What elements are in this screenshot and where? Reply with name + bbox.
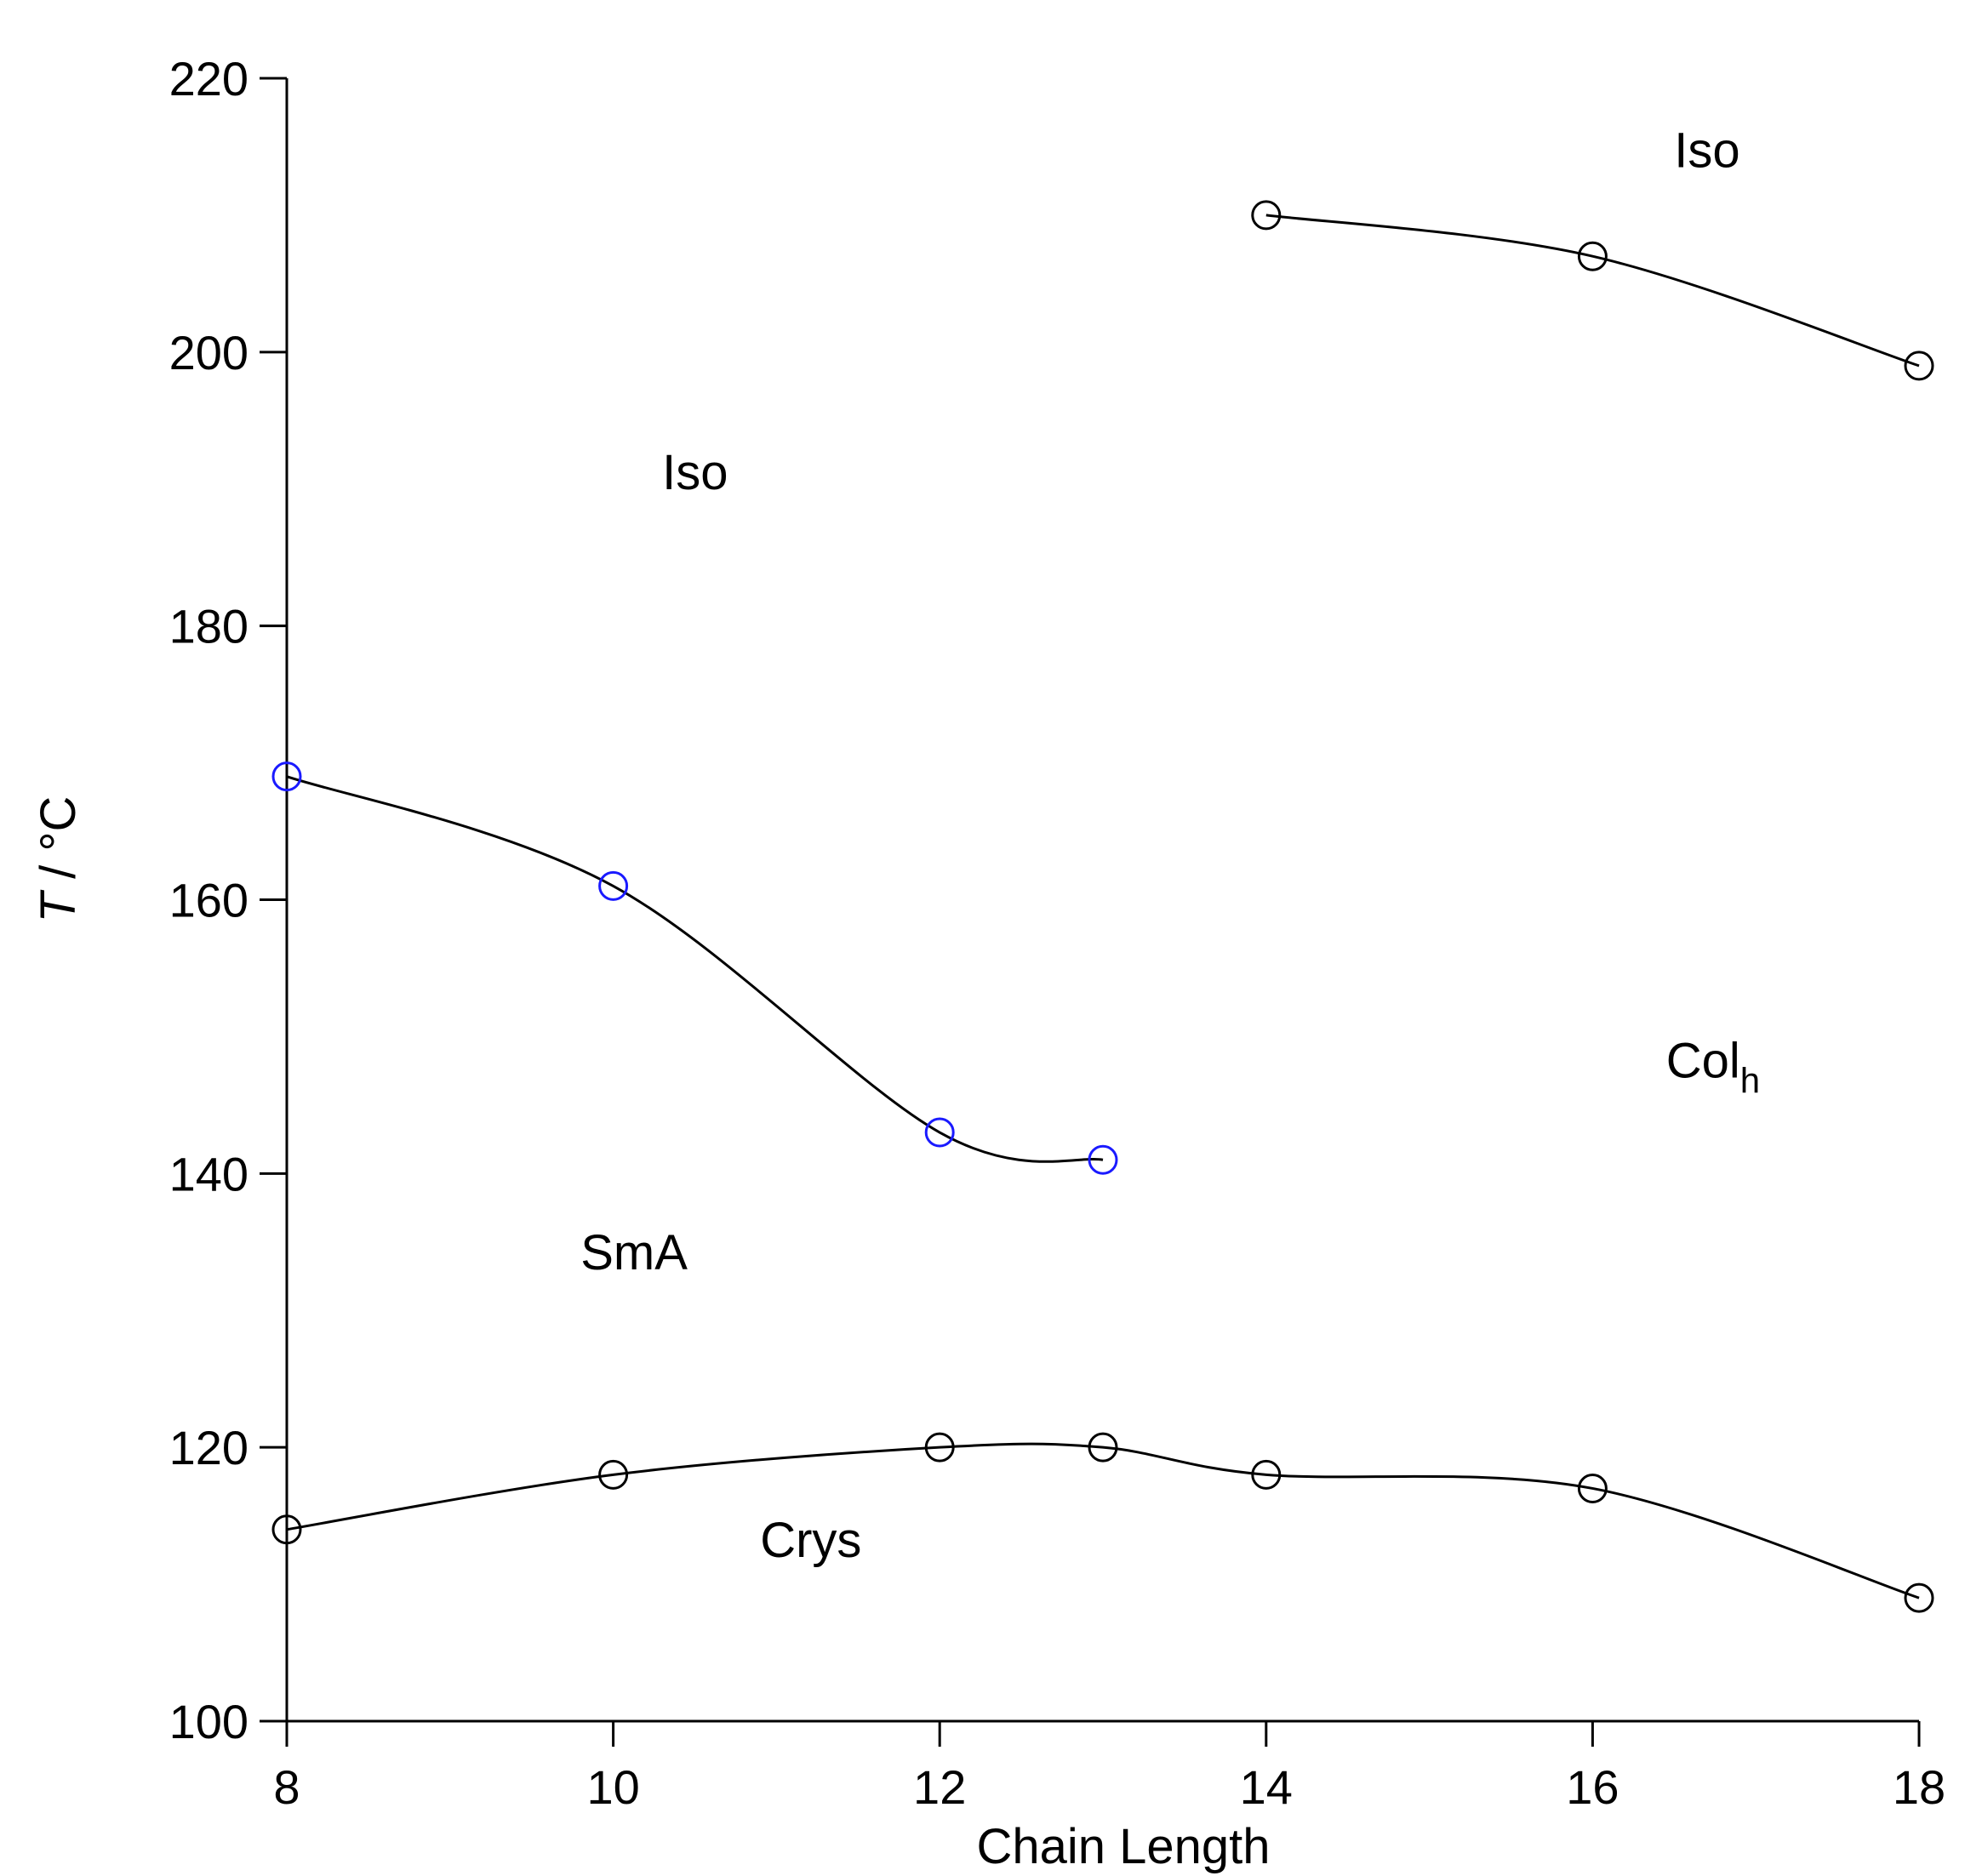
phase-labels: Iso Iso Colh SmA Crys [580,123,1760,1568]
x-tick-label: 14 [1240,1760,1293,1814]
y-tick-label: 120 [169,1421,248,1474]
phase-label-text: SmA [580,1225,688,1280]
transition-curves [286,214,1920,1599]
phase-label-iso-upper: Iso [1674,123,1739,179]
x-tick-label: 12 [913,1760,966,1814]
transition-curve [1265,214,1920,368]
data-point-marker [1088,1144,1118,1175]
phase-label-colh: Colh [1666,1034,1760,1101]
phase-label-text: Col [1666,1034,1740,1089]
data-point-marker [1577,1473,1608,1503]
y-axis-title-variable: T [31,889,86,922]
data-point-marker [271,761,302,792]
data-point-marker [1904,1582,1934,1613]
y-axis-title-unit: / °C [31,796,86,892]
data-point-marker [924,1432,955,1463]
x-tick-label: 8 [273,1760,300,1814]
y-tick-label: 100 [169,1695,248,1748]
axes: 100 120 140 160 180 200 220 8 10 12 14 16 18 Chain Le… [31,52,1945,1874]
y-tick-label: 220 [169,52,248,105]
y-tick-label: 200 [169,326,248,379]
transition-curve [286,775,1104,1163]
phase-label-sma: SmA [580,1225,688,1280]
phase-label-crys: Crys [760,1513,861,1568]
x-tick-label: 16 [1566,1760,1619,1814]
x-tick-label: 18 [1893,1760,1945,1814]
data-point-marker [1251,1459,1282,1490]
data-point-marker [1088,1432,1118,1463]
data-point-marker [598,1459,629,1490]
data-point-marker [924,1117,955,1148]
data-point-marker [1904,351,1934,381]
data-point-marker [1251,200,1282,231]
y-tick-label: 180 [169,600,248,653]
phase-label-text: Iso [1674,123,1739,179]
phase-label-text: Iso [662,445,728,500]
phase-label-iso-left: Iso [662,445,728,500]
phase-label-subscript: h [1740,1061,1760,1101]
transition-curve [286,1442,1920,1599]
x-axis-title: Chain Length [976,1819,1270,1874]
phase-label-text: Crys [760,1513,861,1568]
y-axis-title: T / °C [31,796,86,923]
data-point-marker [1577,241,1608,271]
y-tick-label: 140 [169,1147,248,1200]
y-tick-label: 160 [169,874,248,927]
data-point-marker [271,1514,302,1545]
data-point-marker [598,870,629,901]
data-markers [271,200,1934,1613]
x-tick-label: 10 [586,1760,639,1814]
